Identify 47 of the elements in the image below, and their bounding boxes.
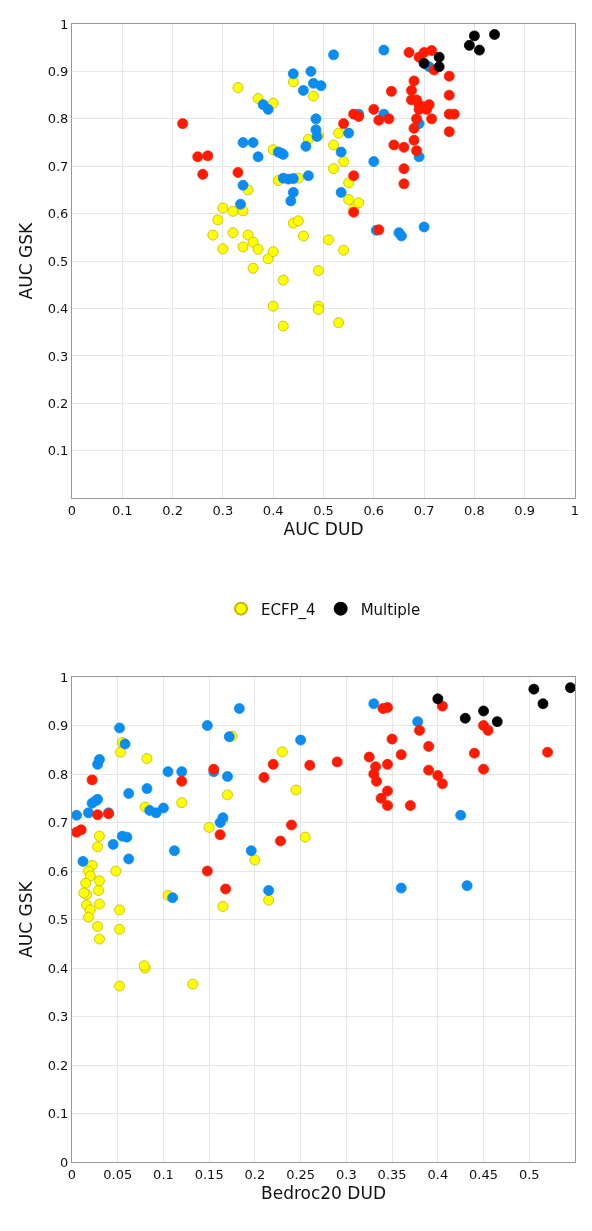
x-tick-label: 0.3	[212, 502, 234, 518]
x-tick-label: 0.8	[464, 502, 485, 518]
y-tick-label: 1	[60, 16, 69, 32]
x-tick-label: 0.3	[336, 1166, 357, 1182]
x-tick-label: 0.05	[103, 1166, 133, 1182]
y-tick-label: 0.5	[47, 253, 69, 269]
x-tick-label: 0.9	[514, 502, 536, 518]
x-tick-label: 1	[570, 502, 580, 518]
x-tick-label: 0.1	[111, 502, 133, 518]
x-tick-label: 0.4	[262, 502, 284, 518]
x-tick-label: 0.15	[194, 1166, 224, 1182]
y-tick-label: 0.3	[47, 348, 69, 364]
y-axis-title: AUC GSK	[16, 222, 37, 300]
x-axis-title: AUC DUD	[283, 519, 364, 540]
x-tick-label: 0.2	[162, 502, 183, 518]
y-tick-label: 0.6	[47, 863, 69, 879]
x-tick-label: 0.5	[518, 1166, 540, 1182]
x-axis-title: Bedroc20 DUD	[261, 1183, 386, 1204]
y-tick-label: 0.4	[47, 960, 69, 976]
x-tick-label: 0.5	[313, 502, 334, 518]
y-tick-label: 0.7	[47, 815, 69, 831]
y-tick-label: 0.4	[47, 301, 69, 317]
y-tick-label: 0.2	[47, 1057, 69, 1073]
y-tick-label: 0.7	[47, 158, 69, 174]
y-tick-label: 1	[60, 669, 69, 685]
x-tick-label: 0.35	[377, 1166, 407, 1182]
y-tick-label: 0.5	[47, 912, 69, 928]
x-tick-label: 0.45	[469, 1166, 499, 1182]
y-tick-label: 0	[60, 1154, 69, 1170]
y-tick-label: 0.6	[47, 206, 69, 222]
legend-label: ECFP_4	[261, 600, 316, 620]
y-tick-label: 0.1	[47, 1106, 69, 1122]
x-tick-label: 0.6	[363, 502, 385, 518]
y-axis-title: AUC GSK	[16, 880, 37, 958]
legend-label: Multiple	[360, 600, 421, 619]
y-tick-label: 0.8	[47, 111, 69, 127]
x-tick-label: 0.25	[286, 1166, 316, 1182]
x-tick-label: 0.7	[413, 502, 435, 518]
y-tick-label: 0.1	[47, 443, 69, 459]
y-tick-label: 0.8	[47, 766, 69, 782]
y-tick-label: 0.9	[47, 63, 69, 79]
y-tick-label: 0.3	[47, 1009, 69, 1025]
y-tick-label: 0.9	[47, 718, 69, 734]
y-tick-label: 0.2	[47, 395, 69, 411]
x-tick-label: 0.4	[427, 1166, 449, 1182]
x-tick-label: 0.2	[244, 1166, 266, 1182]
x-tick-label: 0.1	[153, 1166, 174, 1182]
